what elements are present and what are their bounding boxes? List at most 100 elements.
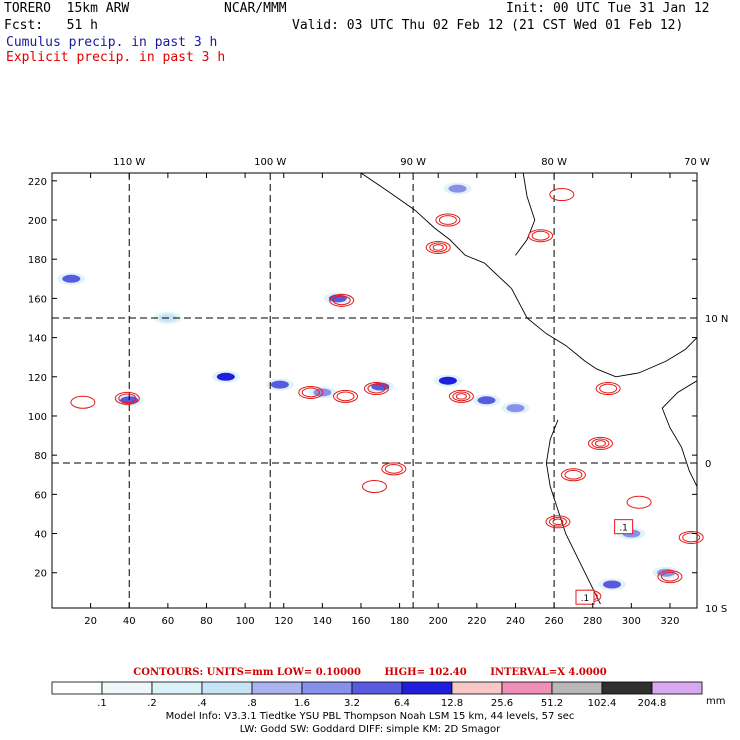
explicit-contour-6-0 — [448, 389, 474, 403]
model-info-line2: LW: Godd SW: Goddard DIFF: simple KM: 2D… — [239, 724, 501, 735]
explicit-contour-14-1 — [591, 438, 610, 449]
explicit-contour-2-1 — [332, 295, 351, 306]
y-tick-label-2: 60 — [34, 490, 47, 501]
y-tick-label-10: 220 — [28, 177, 47, 188]
colorbar-swatch-8 — [451, 681, 503, 695]
contour-info: CONTOURS: UNITS=mm LOW= 0.10000 HIGH= 10… — [0, 667, 740, 678]
explicit-contour-15-1 — [564, 469, 583, 480]
x-tick-label-0: 20 — [84, 616, 97, 627]
colorbar-swatch-6 — [351, 681, 403, 695]
explicit-contour-9-1 — [384, 463, 403, 474]
contour-label-box-1 — [575, 589, 595, 605]
contour-interval: INTERVAL=X 4.0000 — [490, 667, 607, 678]
coastline-1 — [515, 172, 536, 256]
contour-high: HIGH= 102.40 — [384, 667, 467, 678]
latitude-label-2: 10 S — [705, 604, 727, 615]
cumulus-cell-9 — [506, 404, 525, 413]
colorbar-swatch-0 — [51, 681, 103, 695]
init-time: Init: 00 UTC Tue 31 Jan 12 — [506, 1, 710, 16]
explicit-contour-20-0 — [678, 530, 704, 544]
explicit-contour-2-0 — [329, 293, 355, 307]
cumulus-cell-0 — [62, 274, 81, 283]
y-tick-label-8: 180 — [28, 255, 47, 266]
explicit-contour-3-0 — [298, 385, 324, 399]
explicit-contour-4-1 — [336, 391, 355, 402]
explicit-contour-8-2 — [432, 244, 444, 251]
explicit-contour-16-0 — [545, 515, 571, 529]
coastline-2 — [584, 337, 698, 378]
colorbar-swatch-2 — [151, 681, 203, 695]
x-tick-label-4: 100 — [236, 616, 255, 627]
colorbar-label-2: .4 — [197, 698, 207, 709]
explicit-label: Explicit precip. in past 3 h — [6, 50, 226, 65]
colorbar-swatch-3 — [201, 681, 253, 695]
cumulus-cell-3 — [270, 380, 289, 389]
colorbar-swatch-12 — [651, 681, 703, 695]
contour-label-box-0 — [614, 519, 634, 535]
colorbar-label-3: .8 — [247, 698, 257, 709]
colorbar-label-1: .2 — [147, 698, 157, 709]
coastline-3 — [545, 419, 601, 605]
longitude-label-0: 110 W — [113, 157, 145, 168]
explicit-contour-3-1 — [301, 387, 320, 398]
colorbar-swatch-5 — [301, 681, 353, 695]
latitude-label-0: 10 N — [705, 314, 728, 325]
explicit-contour-10-0 — [362, 480, 387, 494]
coastline-0 — [360, 172, 586, 362]
colorbar-label-10: 102.4 — [588, 698, 617, 709]
forecast-hour: Fcst: 51 h — [4, 18, 98, 33]
colorbar-label-4: 1.6 — [294, 698, 310, 709]
y-tick-label-4: 100 — [28, 412, 47, 423]
colorbar-label-0: .1 — [97, 698, 107, 709]
colorbar-label-9: 51.2 — [541, 698, 563, 709]
explicit-contour-15-0 — [560, 468, 586, 482]
explicit-contour-9-0 — [381, 462, 407, 476]
cumulus-cell-11 — [603, 580, 622, 589]
explicit-contour-5-0 — [363, 382, 389, 396]
longitude-label-4: 70 W — [684, 157, 710, 168]
longitude-label-2: 90 W — [400, 157, 426, 168]
colorbar-label-5: 3.2 — [344, 698, 360, 709]
x-tick-label-5: 120 — [274, 616, 293, 627]
y-tick-label-1: 40 — [34, 530, 47, 541]
explicit-contour-0-1 — [118, 393, 137, 404]
contour-label-1: .1 — [581, 594, 590, 604]
colorbar-label-8: 25.6 — [491, 698, 513, 709]
longitude-label-1: 100 W — [254, 157, 286, 168]
explicit-contour-11-1 — [531, 230, 550, 241]
colorbar-label-6: 6.4 — [394, 698, 410, 709]
contour-label-0: .1 — [619, 524, 628, 534]
x-tick-label-9: 200 — [429, 616, 448, 627]
explicit-contour-14-2 — [594, 440, 606, 447]
explicit-contour-14-0 — [587, 436, 613, 450]
institution: NCAR/MMM — [224, 1, 287, 16]
x-tick-label-10: 220 — [467, 616, 486, 627]
explicit-contour-20-1 — [682, 532, 701, 543]
explicit-contour-7-1 — [438, 215, 457, 225]
colorbar-label-11: 204.8 — [638, 698, 667, 709]
colorbar-swatch-4 — [251, 681, 303, 695]
explicit-contour-17-0 — [626, 495, 652, 509]
x-tick-label-14: 300 — [622, 616, 641, 627]
cumulus-cell-7 — [438, 376, 457, 385]
explicit-contour-16-2 — [552, 518, 564, 526]
x-tick-label-1: 40 — [123, 616, 136, 627]
x-tick-label-15: 320 — [660, 616, 679, 627]
x-tick-label-11: 240 — [506, 616, 525, 627]
explicit-contour-11-0 — [528, 229, 554, 243]
explicit-contour-6-2 — [455, 393, 467, 400]
explicit-contour-8-1 — [429, 242, 448, 253]
cumulus-cell-2 — [216, 372, 235, 381]
x-tick-label-12: 260 — [545, 616, 564, 627]
y-tick-label-5: 120 — [28, 373, 47, 384]
y-tick-label-7: 160 — [28, 294, 47, 305]
colorbar-swatch-7 — [401, 681, 453, 695]
explicit-contour-6-1 — [452, 391, 471, 402]
explicit-contour-1-0 — [70, 395, 96, 409]
explicit-contour-12-0 — [549, 188, 575, 202]
explicit-contour-0-0 — [114, 391, 140, 405]
explicit-contour-13-1 — [599, 383, 618, 394]
y-tick-label-6: 140 — [28, 334, 47, 345]
colorbar-swatch-1 — [101, 681, 153, 695]
